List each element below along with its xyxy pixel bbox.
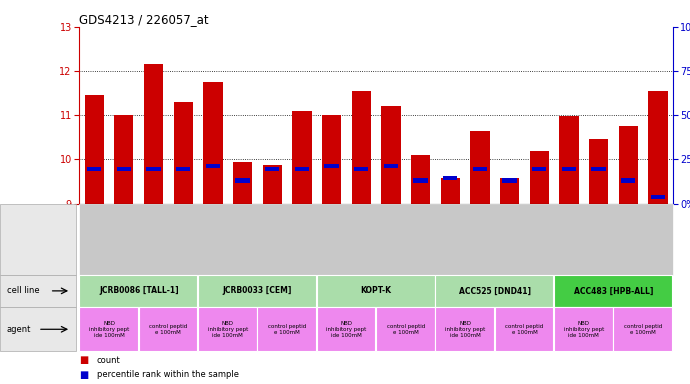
Text: KOPT-K: KOPT-K xyxy=(361,286,391,295)
Text: NBD
inhibitory pept
ide 100mM: NBD inhibitory pept ide 100mM xyxy=(326,321,366,338)
Text: NBD
inhibitory pept
ide 100mM: NBD inhibitory pept ide 100mM xyxy=(564,321,604,338)
Bar xyxy=(354,167,368,171)
Text: ACC483 [HPB-ALL]: ACC483 [HPB-ALL] xyxy=(573,286,653,295)
Text: NBD
inhibitory pept
ide 100mM: NBD inhibitory pept ide 100mM xyxy=(89,321,129,338)
Bar xyxy=(115,115,133,204)
Bar xyxy=(176,167,190,171)
Bar xyxy=(562,167,576,171)
Bar xyxy=(384,164,398,168)
Text: control peptid
e 100mM: control peptid e 100mM xyxy=(386,324,425,335)
Bar xyxy=(621,178,635,183)
Bar xyxy=(500,178,519,204)
Text: JCRB0086 [TALL-1]: JCRB0086 [TALL-1] xyxy=(99,286,179,295)
Bar xyxy=(619,126,638,204)
Bar xyxy=(87,167,101,171)
Text: GDS4213 / 226057_at: GDS4213 / 226057_at xyxy=(79,13,209,26)
Bar xyxy=(235,178,250,183)
Text: control peptid
e 100mM: control peptid e 100mM xyxy=(149,324,188,335)
Text: ACC525 [DND41]: ACC525 [DND41] xyxy=(459,286,531,295)
Bar xyxy=(382,106,400,204)
Text: NBD
inhibitory pept
ide 100mM: NBD inhibitory pept ide 100mM xyxy=(208,321,248,338)
Bar xyxy=(591,167,606,171)
Bar xyxy=(293,111,311,204)
Text: ■: ■ xyxy=(79,356,88,366)
Bar xyxy=(265,167,279,171)
Bar xyxy=(263,165,282,204)
Text: control peptid
e 100mM: control peptid e 100mM xyxy=(268,324,306,335)
Bar xyxy=(413,178,428,183)
Bar xyxy=(473,167,487,171)
Text: agent: agent xyxy=(7,325,31,334)
Bar xyxy=(443,176,457,180)
Bar xyxy=(649,91,667,204)
Bar xyxy=(532,167,546,171)
Bar xyxy=(324,164,339,168)
Bar xyxy=(295,167,309,171)
Bar xyxy=(206,164,220,168)
Bar xyxy=(441,178,460,204)
Bar xyxy=(352,91,371,204)
Bar xyxy=(471,131,489,204)
Bar xyxy=(85,95,104,204)
Text: NBD
inhibitory pept
ide 100mM: NBD inhibitory pept ide 100mM xyxy=(445,321,485,338)
Bar xyxy=(144,65,163,204)
Bar xyxy=(589,139,608,204)
Bar xyxy=(502,178,517,183)
Text: control peptid
e 100mM: control peptid e 100mM xyxy=(624,324,662,335)
Bar xyxy=(204,82,222,204)
Text: percentile rank within the sample: percentile rank within the sample xyxy=(97,370,239,379)
Bar xyxy=(322,115,341,204)
Text: ■: ■ xyxy=(79,370,88,380)
Bar xyxy=(651,195,665,199)
Bar xyxy=(233,162,252,204)
Text: cell line: cell line xyxy=(7,286,39,295)
Bar xyxy=(560,116,578,204)
Bar xyxy=(174,102,193,204)
Bar xyxy=(530,151,549,204)
Bar xyxy=(146,167,161,171)
Text: control peptid
e 100mM: control peptid e 100mM xyxy=(505,324,544,335)
Bar xyxy=(117,167,131,171)
Text: count: count xyxy=(97,356,120,365)
Bar xyxy=(411,155,430,204)
Text: JCRB0033 [CEM]: JCRB0033 [CEM] xyxy=(223,286,292,295)
